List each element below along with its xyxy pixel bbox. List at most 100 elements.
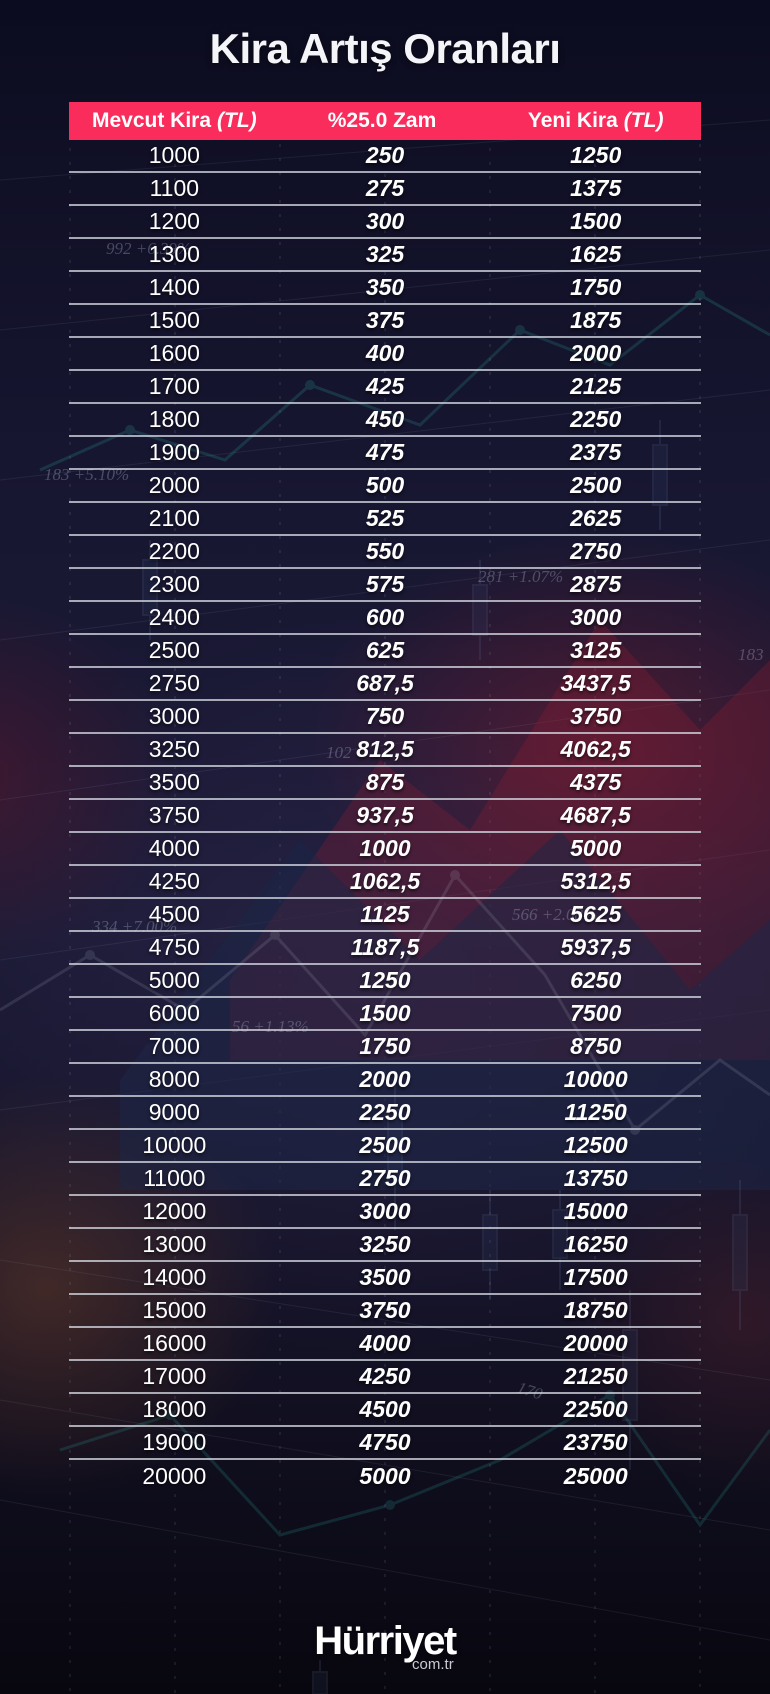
- table-cell: 4375: [570, 769, 622, 795]
- table-cell: 5000: [148, 967, 200, 993]
- table-cell: 2000: [359, 1066, 411, 1092]
- table-cell: 625: [365, 637, 405, 663]
- table-cell: 2100: [148, 505, 200, 531]
- table-cell: 10000: [142, 1132, 207, 1158]
- table-cell: 11000: [143, 1165, 206, 1191]
- table-cell: 275: [365, 175, 405, 201]
- table-cell: 3500: [359, 1264, 411, 1290]
- table-cell: 3000: [359, 1198, 411, 1224]
- table-cell: 1200: [148, 208, 200, 234]
- table-cell: 937,5: [356, 802, 414, 828]
- table-row: 4750 1187,5 5937,5: [69, 932, 701, 965]
- table-cell: 5000: [570, 835, 622, 861]
- table-cell: 2400: [148, 604, 200, 630]
- table-cell: 4750: [148, 934, 200, 960]
- table-cell: 3500: [148, 769, 200, 795]
- table-row: 2300 575 2875: [69, 569, 701, 602]
- table-cell: 23750: [563, 1429, 628, 1455]
- table-row: 4500 1125 5625: [69, 899, 701, 932]
- table-cell: 2875: [570, 571, 622, 597]
- table-row: 9000 2250 11250: [69, 1097, 701, 1130]
- table-cell: 1750: [570, 274, 622, 300]
- table-cell: 3125: [570, 637, 622, 663]
- table-cell: 1100: [149, 175, 200, 201]
- table-row: 3000 750 3750: [69, 701, 701, 734]
- table-cell: 4250: [148, 868, 200, 894]
- table-row: 1300 325 1625: [69, 239, 701, 272]
- table-cell: 425: [365, 373, 405, 399]
- table-cell: 1875: [570, 307, 622, 333]
- table-cell: 1000: [359, 835, 411, 861]
- table-cell: 18750: [563, 1297, 628, 1323]
- table-row: 1400 350 1750: [69, 272, 701, 305]
- table-cell: 550: [365, 538, 405, 564]
- table-cell: 2250: [359, 1099, 411, 1125]
- table-cell: 1062,5: [349, 868, 421, 894]
- table-cell: 7000: [148, 1033, 200, 1059]
- table-cell: 17500: [563, 1264, 628, 1290]
- table-cell: 8000: [148, 1066, 200, 1092]
- table-cell: 2750: [359, 1165, 411, 1191]
- table-cell: 450: [365, 406, 405, 432]
- table-cell: 500: [365, 472, 405, 498]
- table-cell: 1600: [148, 340, 200, 366]
- table-cell: 13750: [563, 1165, 628, 1191]
- table-row: 2750 687,5 3437,5: [69, 668, 701, 701]
- table-cell: 15000: [142, 1297, 207, 1323]
- table-cell: 875: [365, 769, 405, 795]
- table-body: 1000 250 1250 1100 275 1375 1200 300 1500 1300 325…: [69, 140, 701, 1493]
- table-row: 4250 1062,5 5312,5: [69, 866, 701, 899]
- table-cell: 22500: [563, 1396, 628, 1422]
- table-cell: 5312,5: [560, 868, 631, 894]
- table-row: 18000 4500 22500: [69, 1394, 701, 1427]
- table-cell: 16000: [142, 1330, 207, 1356]
- table-cell: 2000: [148, 472, 200, 498]
- table-row: 1000 250 1250: [69, 140, 701, 173]
- table-header-row: Mevcut Kira (TL) %25.0 Zam Yeni Kira (TL): [69, 102, 701, 140]
- table-cell: 325: [365, 241, 405, 267]
- table-row: 1800 450 2250: [69, 404, 701, 437]
- table-cell: 350: [365, 274, 405, 300]
- table-row: 2400 600 3000: [69, 602, 701, 635]
- table-cell: 1187,5: [350, 934, 420, 960]
- table-cell: 5625: [570, 901, 622, 927]
- table-cell: 6000: [148, 1000, 200, 1026]
- table-cell: 1700: [148, 373, 200, 399]
- table-cell: 575: [365, 571, 405, 597]
- table-row: 1500 375 1875: [69, 305, 701, 338]
- table-row: 1600 400 2000: [69, 338, 701, 371]
- table-cell: 250: [365, 142, 405, 168]
- table-cell: 1500: [148, 307, 200, 333]
- table-cell: 2750: [148, 670, 200, 696]
- table-row: 19000 4750 23750: [69, 1427, 701, 1460]
- table-cell: 20000: [142, 1463, 207, 1489]
- table-cell: 2125: [570, 373, 622, 399]
- table-row: 3250 812,5 4062,5: [69, 734, 701, 767]
- table-cell: 15000: [563, 1198, 628, 1224]
- table-cell: 2300: [148, 571, 200, 597]
- table-row: 4000 1000 5000: [69, 833, 701, 866]
- table-cell: 300: [365, 208, 405, 234]
- table-row: 6000 1500 7500: [69, 998, 701, 1031]
- table-cell: 1125: [360, 901, 410, 927]
- column-header-yeni-kira: Yeni Kira (TL): [490, 109, 701, 133]
- table-row: 7000 1750 8750: [69, 1031, 701, 1064]
- table-cell: 14000: [142, 1264, 207, 1290]
- table-row: 10000 2500 12500: [69, 1130, 701, 1163]
- table-cell: 9000: [148, 1099, 200, 1125]
- table-row: 15000 3750 18750: [69, 1295, 701, 1328]
- table-cell: 475: [365, 439, 405, 465]
- table-cell: 375: [365, 307, 405, 333]
- table-cell: 16250: [563, 1231, 628, 1257]
- table-cell: 525: [365, 505, 405, 531]
- table-cell: 20000: [563, 1330, 628, 1356]
- table-cell: 1750: [359, 1033, 411, 1059]
- table-cell: 2625: [570, 505, 622, 531]
- table-cell: 2200: [148, 538, 200, 564]
- table-cell: 5000: [359, 1463, 411, 1489]
- table-row: 11000 2750 13750: [69, 1163, 701, 1196]
- table-row: 1700 425 2125: [69, 371, 701, 404]
- table-cell: 687,5: [356, 670, 414, 696]
